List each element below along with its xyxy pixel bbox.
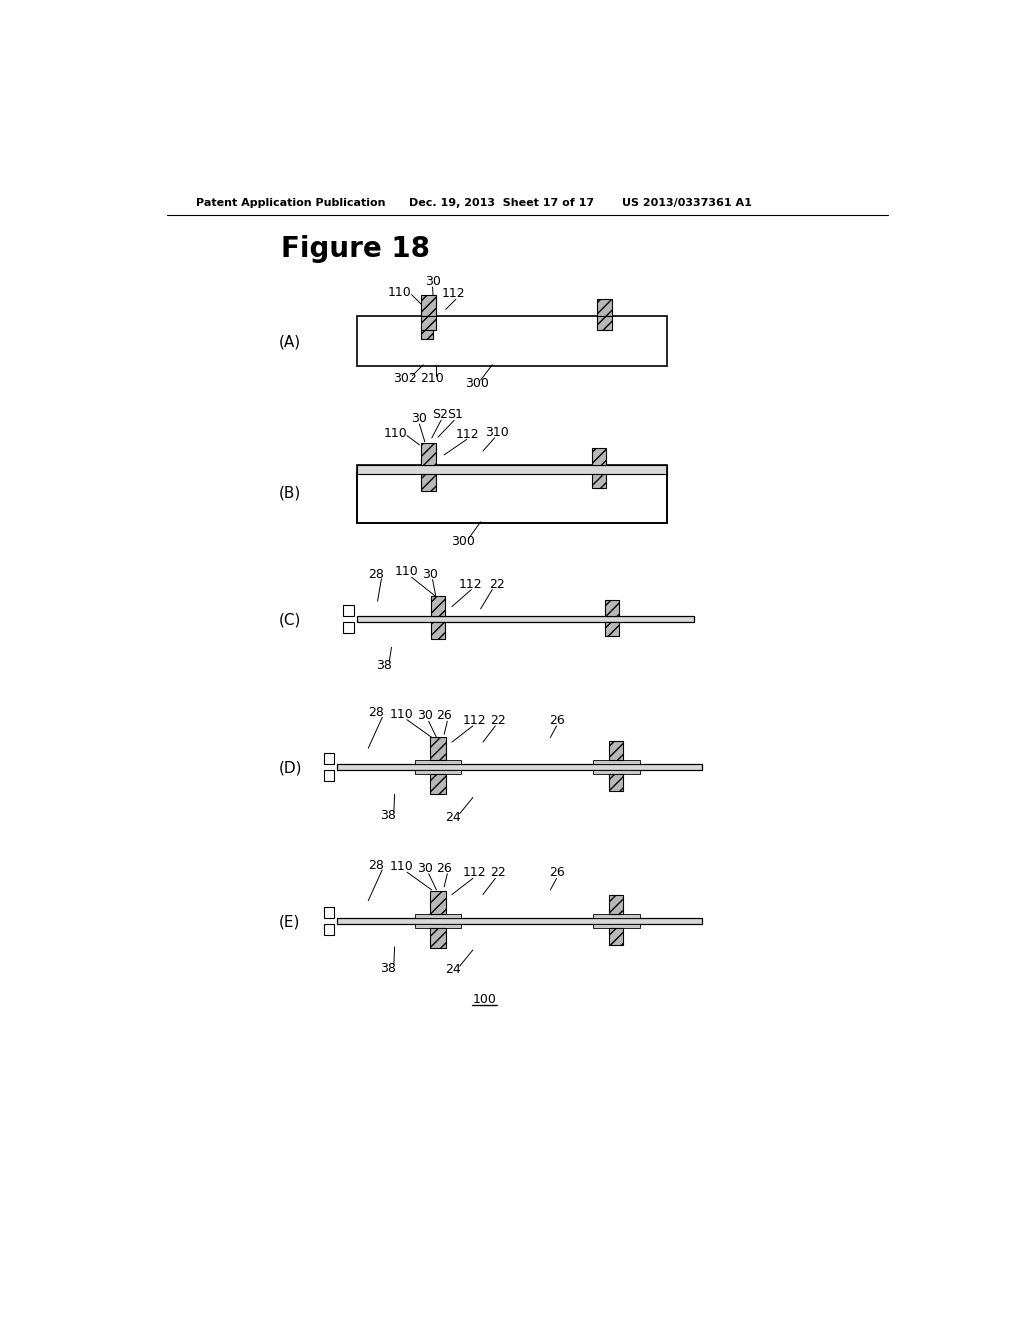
Bar (430, 737, 445, 760)
Bar (415, 760, 461, 763)
Bar (597, 300, 612, 317)
Text: US 2013/0337361 A1: US 2013/0337361 A1 (623, 198, 753, 209)
Bar (421, 330, 433, 339)
Text: 310: 310 (485, 426, 509, 440)
Bar (431, 622, 445, 639)
Bar (324, 752, 334, 763)
Bar (324, 907, 334, 917)
Bar (324, 770, 334, 780)
Bar (592, 474, 606, 488)
Bar (421, 317, 436, 330)
Text: 110: 110 (390, 708, 414, 721)
Bar (415, 924, 461, 928)
Text: 112: 112 (463, 866, 486, 879)
Text: 30: 30 (411, 412, 427, 425)
Text: (B): (B) (280, 486, 301, 500)
Bar (356, 465, 667, 523)
Text: 26: 26 (436, 709, 452, 722)
Bar (593, 913, 640, 917)
Text: 26: 26 (549, 714, 564, 727)
Text: 22: 22 (490, 714, 506, 727)
Text: 24: 24 (445, 964, 462, 977)
Text: Patent Application Publication: Patent Application Publication (197, 198, 386, 209)
Bar (593, 760, 640, 763)
Text: Figure 18: Figure 18 (282, 235, 430, 263)
Text: 28: 28 (368, 859, 384, 871)
Bar (605, 622, 620, 636)
Text: (E): (E) (280, 915, 300, 929)
Bar (421, 294, 436, 317)
Text: (D): (D) (280, 760, 303, 776)
Text: 22: 22 (490, 866, 506, 879)
Text: 30: 30 (425, 275, 440, 288)
Text: 26: 26 (549, 866, 564, 879)
Text: 112: 112 (459, 578, 482, 591)
Text: 30: 30 (417, 862, 433, 875)
Bar (421, 444, 436, 465)
Bar (609, 742, 624, 760)
Text: 110: 110 (395, 565, 419, 578)
Text: (A): (A) (280, 334, 301, 350)
Bar (592, 447, 606, 465)
Bar (356, 615, 693, 622)
Bar (431, 595, 445, 615)
Text: 38: 38 (376, 659, 392, 672)
Bar (337, 763, 701, 770)
Text: 22: 22 (489, 578, 505, 591)
Text: S1: S1 (447, 408, 463, 421)
Text: 112: 112 (441, 288, 465, 301)
Text: 100: 100 (472, 993, 497, 1006)
Text: 300: 300 (465, 376, 488, 389)
Bar (415, 770, 461, 774)
Bar (343, 622, 353, 632)
Text: 300: 300 (451, 536, 475, 548)
Bar (356, 465, 667, 474)
Text: 110: 110 (387, 286, 411, 298)
Bar (609, 774, 624, 791)
Bar (597, 317, 612, 330)
Text: 110: 110 (384, 426, 408, 440)
Bar (605, 601, 620, 615)
Bar (430, 928, 445, 948)
Bar (356, 473, 667, 523)
Text: 28: 28 (368, 568, 384, 581)
Text: (C): (C) (280, 612, 301, 628)
Bar (593, 924, 640, 928)
Text: 28: 28 (368, 706, 384, 719)
Text: 112: 112 (456, 428, 479, 441)
Bar (609, 895, 624, 913)
Text: 38: 38 (381, 962, 396, 975)
Bar (593, 770, 640, 774)
Bar (430, 774, 445, 793)
Text: Dec. 19, 2013  Sheet 17 of 17: Dec. 19, 2013 Sheet 17 of 17 (410, 198, 595, 209)
Text: 210: 210 (420, 372, 443, 385)
Text: 38: 38 (381, 809, 396, 822)
Bar (430, 891, 445, 913)
Text: 26: 26 (436, 862, 452, 875)
Text: 302: 302 (393, 372, 418, 385)
Text: S2: S2 (432, 408, 449, 421)
Bar (337, 917, 701, 924)
Bar (324, 924, 334, 935)
Text: 30: 30 (417, 709, 433, 722)
Text: 30: 30 (422, 568, 438, 581)
Text: 110: 110 (390, 861, 414, 874)
Text: 24: 24 (445, 810, 462, 824)
Bar (415, 913, 461, 917)
Text: 112: 112 (463, 714, 486, 727)
Bar (343, 605, 353, 615)
Bar (609, 928, 624, 945)
Bar (421, 474, 436, 491)
Bar (356, 317, 667, 367)
